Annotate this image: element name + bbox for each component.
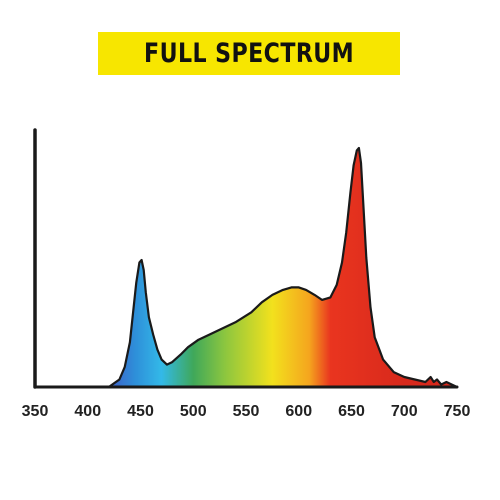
x-tick-label: 650 (338, 403, 365, 420)
x-tick-label: 400 (74, 403, 101, 420)
x-tick-label: 750 (444, 403, 471, 420)
x-tick-label: 500 (180, 403, 207, 420)
x-tick-label: 350 (22, 403, 49, 420)
x-axis-ticks: 350 400 450 500 550 600 650 700 750 (22, 403, 471, 420)
chart-title-banner: FULL SPECTRUM (98, 32, 400, 75)
x-tick-label: 600 (285, 403, 312, 420)
spectrum-curve (108, 146, 458, 388)
x-tick-label: 700 (391, 403, 418, 420)
x-tick-label: 450 (127, 403, 154, 420)
chart-title: FULL SPECTRUM (143, 38, 355, 69)
spectrum-area (108, 148, 458, 387)
x-tick-label: 550 (233, 403, 260, 420)
